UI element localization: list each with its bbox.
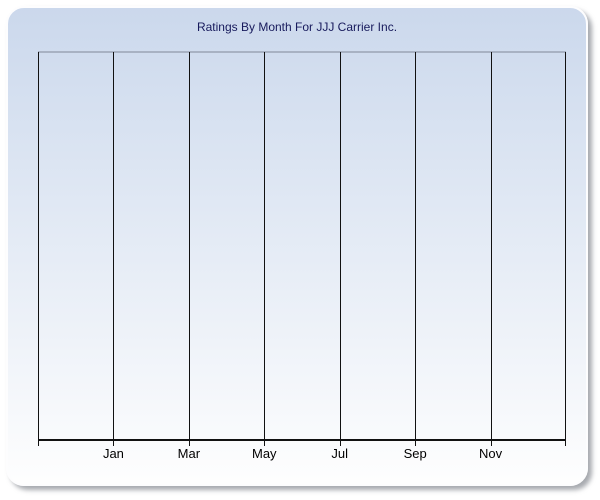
x-axis-tick: [113, 441, 115, 446]
x-axis-tick: [490, 441, 492, 446]
x-axis-tick: [38, 441, 39, 446]
x-axis-label: Sep: [403, 446, 427, 461]
plot-area: [38, 51, 566, 446]
x-axis-label: Jan: [102, 446, 124, 461]
gridline: [565, 52, 566, 441]
x-axis-line: [38, 439, 566, 441]
gridline: [188, 52, 190, 441]
x-axis-label: May: [252, 446, 277, 461]
x-axis-label: Jul: [331, 446, 349, 461]
gridline: [113, 52, 115, 441]
gridline: [38, 52, 39, 441]
x-axis-tick: [565, 441, 566, 446]
gridline: [415, 52, 417, 441]
x-axis-labels: Jan Mar May Jul Sep Nov: [38, 446, 566, 464]
x-axis-label: Mar: [177, 446, 201, 461]
gridline: [339, 52, 341, 441]
chart-title: Ratings By Month For JJJ Carrier Inc.: [196, 20, 398, 34]
x-axis-tick: [188, 441, 190, 446]
x-axis-tick: [415, 441, 417, 446]
x-axis-label: Nov: [479, 446, 503, 461]
x-axis-tick: [264, 441, 266, 446]
x-axis-tick: [339, 441, 341, 446]
gridline: [264, 52, 266, 441]
gridline: [490, 52, 492, 441]
chart-card: Ratings By Month For JJJ Carrier Inc. Ja…: [6, 6, 588, 486]
